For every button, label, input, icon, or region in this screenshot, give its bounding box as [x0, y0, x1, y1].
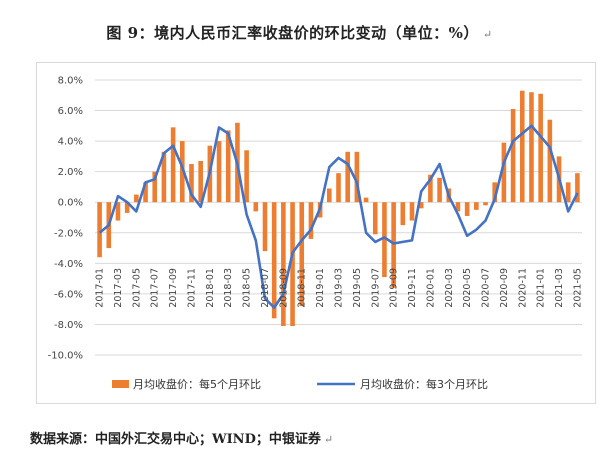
bar-2021-05: [575, 173, 580, 203]
x-tick-label: 2019-11: [407, 268, 418, 308]
bar-2018-10: [290, 202, 295, 326]
y-tick-label: 4.0%: [58, 137, 83, 148]
bar-2017-08: [161, 151, 167, 203]
x-tick-label: 2021-01: [536, 268, 547, 308]
bar-2019-12: [418, 202, 424, 209]
y-tick-label: -2.0%: [54, 228, 83, 239]
bar-2018-11: [299, 202, 305, 307]
bar-2019-02: [327, 188, 332, 203]
bar-2019-06: [363, 197, 369, 203]
y-tick-label: -8.0%: [54, 320, 83, 331]
y-tick-label: -6.0%: [54, 289, 83, 300]
source-note: 数据来源：中国外汇交易中心；WIND；中银证券 ↵: [30, 432, 334, 447]
bar-2019-09: [391, 202, 396, 288]
bar-2020-02: [437, 177, 442, 203]
bar-2017-05: [134, 194, 139, 203]
bar-2021-04: [565, 182, 571, 203]
bar-2020-04: [455, 202, 461, 212]
x-tick-label: 2021-03: [554, 268, 565, 308]
bar-2017-11: [189, 164, 194, 203]
bar-2020-08: [492, 182, 498, 203]
bar-2019-03: [336, 173, 341, 203]
bar-2017-10: [179, 141, 185, 203]
legend-label-bar: 月均收盘价：每5个月环比: [133, 377, 261, 391]
bar-2018-03: [225, 130, 231, 203]
legend: 月均收盘价：每5个月环比 月均收盘价：每3个月环比: [112, 377, 488, 391]
bar-2020-09: [501, 142, 507, 203]
x-tick-label: 2020-03: [444, 268, 455, 308]
x-tick-label: 2019-03: [334, 268, 345, 308]
x-tick-label: 2018-09: [278, 268, 289, 308]
bar-2018-08: [271, 202, 277, 319]
x-tick-label: 2017-09: [168, 268, 179, 308]
chart-title: 图 9：境内人民币汇率收盘价的环比变动（单位：%） ↵: [106, 24, 493, 42]
y-tick-label: -4.0%: [54, 259, 83, 270]
bar-2019-11: [409, 202, 415, 221]
y-tick-label: -10.0%: [48, 351, 83, 362]
return-mark-source: ↵: [323, 433, 334, 446]
legend-label-line: 月均收盘价：每3个月环比: [360, 377, 488, 391]
bar-2017-04: [124, 202, 130, 213]
bar-2020-11: [519, 90, 525, 203]
x-tick-label: 2019-01: [315, 268, 326, 308]
bar-2021-02: [547, 119, 553, 203]
bar-2020-06: [474, 202, 479, 210]
legend-swatch-bar: [112, 380, 129, 388]
bar-2019-10: [400, 202, 406, 226]
bar-2017-09: [170, 127, 176, 203]
x-tick-label: 2017-11: [186, 268, 197, 308]
x-tick-label: 2020-07: [481, 268, 492, 308]
bar-2017-01: [97, 202, 102, 258]
x-tick-label: 2018-03: [223, 268, 234, 308]
line-3month: [98, 124, 579, 309]
x-tick-label: 2019-05: [352, 268, 363, 308]
x-tick-label: 2018-11: [297, 268, 308, 308]
y-axis: 8.0% 6.0% 4.0% 2.0% 0.0% -2.0% -4.0% -6.0% -8.0%…: [48, 76, 83, 362]
y-tick-label: 0.0%: [58, 198, 83, 209]
x-tick-label: 2017-05: [131, 268, 142, 308]
bar-2017-03: [115, 202, 121, 221]
y-tick-label: 2.0%: [58, 167, 83, 178]
x-tick-label: 2021-05: [572, 268, 583, 308]
bar-2017-06: [143, 182, 148, 203]
x-tick-label: 2020-01: [425, 268, 436, 308]
bar-2019-07: [372, 202, 378, 235]
x-tick-label: 2018-01: [205, 268, 216, 308]
x-tick-label: 2017-07: [150, 268, 161, 308]
x-axis: 2017-01 2017-03 2017-05 2017-07 2017-09 2017-…: [95, 268, 584, 308]
x-tick-label: 2019-07: [370, 268, 381, 308]
x-tick-label: 2018-07: [260, 268, 271, 308]
bar-2020-12: [529, 92, 534, 203]
bar-2021-01: [538, 93, 543, 203]
x-tick-label: 2020-09: [499, 268, 510, 308]
bar-2018-12: [308, 202, 314, 239]
x-tick-label: 2017-03: [113, 268, 124, 308]
x-tick-label: 2020-05: [462, 268, 473, 308]
line-series: [98, 124, 579, 309]
x-tick-label: 2019-09: [389, 268, 400, 308]
bar-2018-02: [216, 141, 222, 203]
bar-2018-05: [244, 150, 249, 203]
x-tick-label: 2020-11: [517, 268, 528, 308]
chart-frame: [36, 62, 596, 404]
bar-2020-07: [483, 202, 488, 206]
bar-2020-10: [510, 109, 516, 203]
y-tick-label: 6.0%: [58, 106, 83, 117]
bar-2018-07: [262, 202, 268, 252]
x-tick-label: 2017-01: [95, 268, 106, 308]
bar-2017-12: [198, 160, 203, 203]
y-tick-label: 8.0%: [58, 76, 83, 87]
bar-2018-09: [281, 202, 286, 326]
grid-lines: [95, 79, 582, 356]
return-mark: ↵: [482, 28, 493, 41]
bar-2019-05: [354, 151, 360, 203]
bar-2018-06: [253, 202, 259, 212]
bar-2020-01: [428, 174, 433, 203]
x-tick-label: 2018-05: [242, 268, 253, 308]
bar-2017-07: [152, 171, 158, 203]
bar-2020-05: [464, 202, 470, 216]
bar-2019-04: [345, 151, 350, 203]
bar-2019-08: [382, 202, 387, 278]
